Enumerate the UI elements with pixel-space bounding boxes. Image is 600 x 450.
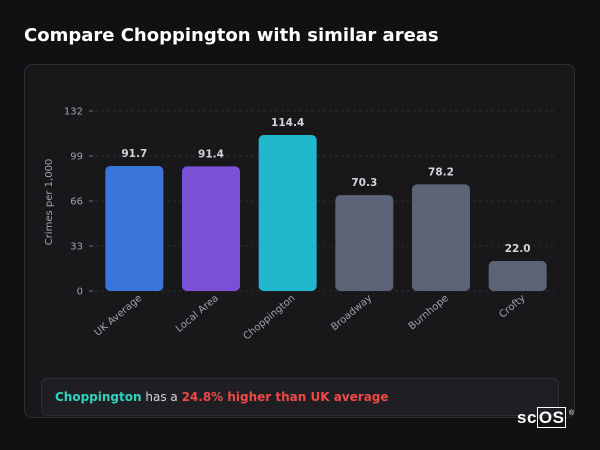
scos-logo: sc OS ®	[517, 407, 574, 428]
y-tick-label: 99	[70, 152, 83, 163]
logo-boxed: OS	[536, 407, 567, 428]
bar-broadway[interactable]	[335, 195, 394, 291]
y-tick-label: 33	[70, 242, 83, 253]
bar-value-label: 91.4	[198, 148, 224, 160]
bar-value-label: 91.7	[121, 148, 147, 160]
bar-value-label: 78.2	[428, 166, 454, 178]
logo-registered-mark: ®	[568, 410, 575, 417]
comparison-summary: Choppington has a 24.8% higher than UK a…	[41, 378, 559, 416]
bar-choppington[interactable]	[258, 135, 317, 291]
y-tick-label: 66	[70, 197, 83, 208]
summary-text: has a	[141, 390, 182, 404]
bar-value-label: 70.3	[351, 177, 377, 189]
bar-value-label: 22.0	[505, 243, 531, 255]
y-tick-label: 132	[64, 107, 83, 118]
bar-uk-average[interactable]	[105, 165, 164, 291]
bar-chart: 0 33 66 99 132 91.7 UK Average 91.4 Local Area 1…	[44, 107, 555, 343]
chart-card: 0 33 66 99 132 91.7 UK Average 91.4 Local Area 1…	[24, 64, 575, 418]
summary-area-name: Choppington	[55, 390, 142, 404]
bar-local-area[interactable]	[182, 166, 240, 291]
x-tick-label: Choppington	[242, 293, 298, 343]
y-tick-label: 0	[77, 287, 83, 298]
y-axis-title: Crimes per 1,000	[44, 159, 55, 246]
summary-difference: 24.8% higher than UK average	[181, 390, 389, 404]
x-tick-label: Local Area	[174, 293, 221, 335]
bar-crofty[interactable]	[488, 261, 547, 291]
logo-prefix: sc	[517, 408, 537, 427]
x-tick-label: Burnhope	[407, 293, 451, 333]
x-tick-label: Crofty	[497, 293, 527, 321]
x-tick-label: UK Average	[93, 293, 145, 339]
x-tick-label: Broadway	[329, 293, 374, 333]
bar-burnhope[interactable]	[412, 184, 470, 291]
bar-value-label: 114.4	[271, 117, 304, 129]
page-title: Compare Choppington with similar areas	[24, 25, 439, 46]
